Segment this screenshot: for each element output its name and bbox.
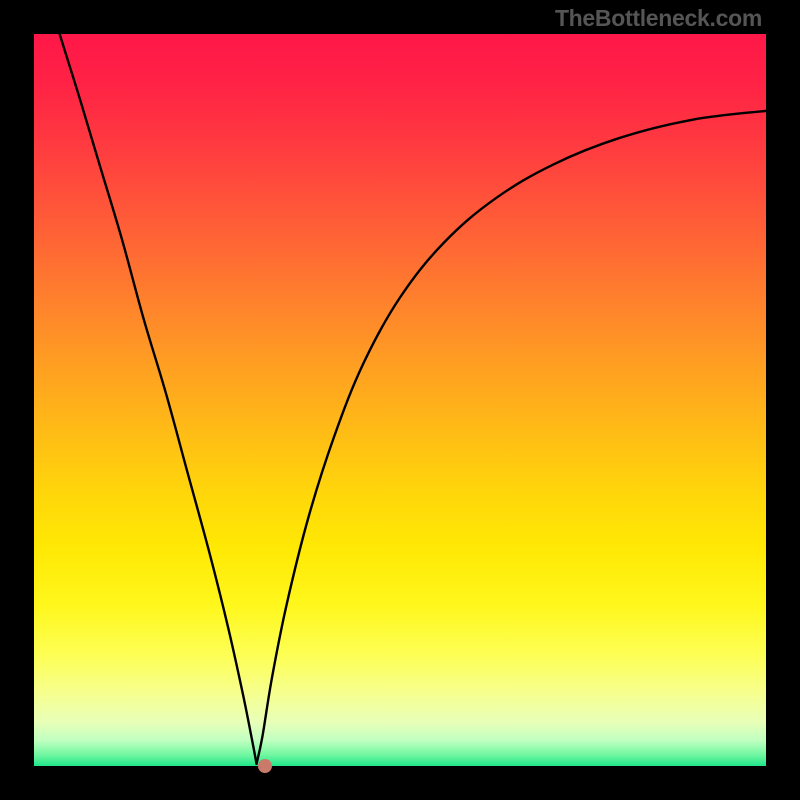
plot-area (34, 34, 766, 766)
watermark-text: TheBottleneck.com (555, 5, 762, 32)
gradient-background (34, 34, 766, 766)
optimal-point-marker (258, 759, 272, 773)
chart-container (0, 0, 800, 800)
